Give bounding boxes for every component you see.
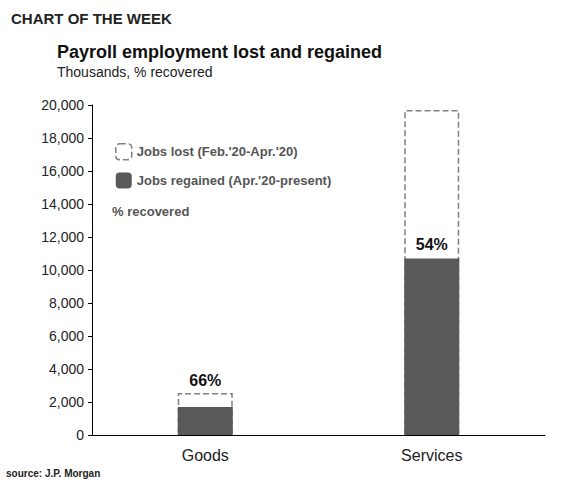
svg-text:% recovered: % recovered — [112, 204, 189, 219]
svg-text:8,000: 8,000 — [49, 295, 84, 311]
svg-text:4,000: 4,000 — [49, 361, 84, 377]
svg-text:2,000: 2,000 — [49, 394, 84, 410]
svg-text:18,000: 18,000 — [41, 130, 84, 146]
svg-text:source: J.P. Morgan: source: J.P. Morgan — [6, 468, 100, 479]
svg-text:12,000: 12,000 — [41, 229, 84, 245]
svg-text:CHART OF THE WEEK: CHART OF THE WEEK — [11, 10, 172, 27]
svg-text:6,000: 6,000 — [49, 328, 84, 344]
svg-text:16,000: 16,000 — [41, 163, 84, 179]
svg-text:0: 0 — [76, 427, 84, 443]
svg-text:20,000: 20,000 — [41, 97, 84, 113]
svg-text:54%: 54% — [416, 236, 448, 253]
svg-text:Jobs regained (Apr.'20-present: Jobs regained (Apr.'20-present) — [137, 173, 332, 188]
svg-text:10,000: 10,000 — [41, 262, 84, 278]
svg-text:Jobs lost (Feb.'20-Apr.'20): Jobs lost (Feb.'20-Apr.'20) — [137, 144, 298, 159]
svg-text:66%: 66% — [189, 372, 221, 389]
svg-text:Services: Services — [401, 447, 462, 464]
svg-text:Goods: Goods — [182, 447, 229, 464]
svg-text:Thousands, % recovered: Thousands, % recovered — [57, 64, 213, 80]
svg-text:Payroll employment lost and re: Payroll employment lost and regained — [57, 42, 382, 62]
svg-text:14,000: 14,000 — [41, 196, 84, 212]
